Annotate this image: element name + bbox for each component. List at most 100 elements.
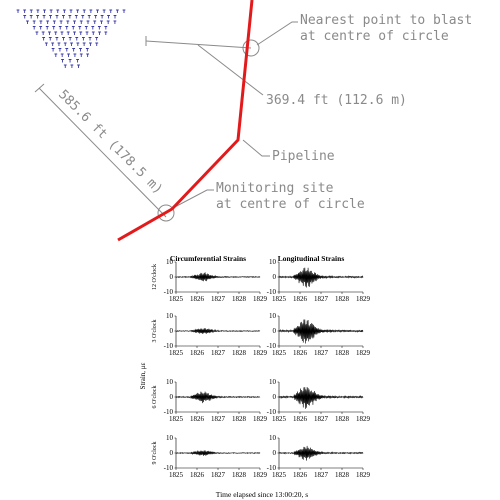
blast-hole-marker (85, 31, 89, 35)
blast-hole-marker (96, 9, 99, 13)
x-tick-label: 1829 (356, 415, 371, 423)
blast-hole-marker (52, 26, 56, 30)
blast-hole-marker (66, 20, 70, 24)
blast-hole-marker (69, 9, 73, 13)
blast-hole-marker (63, 64, 67, 68)
blast-hole-marker (42, 37, 46, 41)
x-tick-label: 1829 (356, 295, 371, 303)
blast-hole-marker (45, 26, 49, 30)
blast-hole-marker (52, 20, 56, 24)
blast-hole-marker (81, 37, 85, 41)
blast-hole-marker (78, 26, 82, 30)
blast-hole-marker (73, 31, 76, 35)
row-label: 6 O'clock (152, 386, 158, 409)
blast-hole-marker (89, 9, 93, 13)
blast-hole-marker (100, 15, 104, 19)
blast-hole-marker (59, 20, 63, 24)
blast-hole-marker (76, 59, 79, 63)
strain-chart-grid: Circumferential Strains Longitudinal Str… (139, 254, 371, 499)
row-label: 9 O'clock (152, 442, 158, 465)
y-tick-label: -10 (267, 342, 277, 350)
x-tick-label: 1828 (335, 349, 350, 357)
blast-hole-marker (106, 20, 110, 24)
x-tick-label: 1828 (335, 415, 350, 423)
blast-hole-marker (32, 26, 36, 30)
y-tick-label: 10 (166, 434, 174, 442)
blast-hole-marker (29, 15, 33, 19)
x-tick-label: 1827 (314, 471, 329, 479)
monitoring-site-label-line1: Monitoring site (216, 181, 334, 196)
blast-hole-marker (57, 42, 61, 46)
y-tick-label: 10 (166, 312, 174, 320)
blast-hole-marker (66, 31, 70, 35)
blast-hole-marker (76, 9, 80, 13)
y-tick-label: -10 (267, 288, 277, 296)
column-title-longitudinal: Longitudinal Strains (278, 254, 345, 263)
blast-hole-marker (74, 15, 78, 19)
y-tick-label: 0 (273, 449, 277, 457)
blast-hole-marker (56, 9, 60, 13)
x-tick-label: 1828 (232, 471, 247, 479)
x-tick-label: 1826 (293, 415, 308, 423)
x-tick-label: 1829 (253, 295, 268, 303)
row-label: 3 O'clock (152, 320, 158, 343)
y-tick-label: 10 (269, 378, 277, 386)
y-tick-label: 10 (269, 312, 277, 320)
blast-hole-marker (58, 26, 62, 30)
blast-hole-marker (98, 31, 101, 35)
y-tick-label: 0 (170, 273, 174, 281)
blast-hole-marker (65, 26, 69, 30)
x-tick-label: 1829 (253, 471, 268, 479)
distance-label-1: 369.4 ft (112.6 m) (266, 93, 407, 108)
blast-hole-marker (79, 20, 83, 24)
blast-hole-marker (49, 15, 52, 19)
blast-hole-marker (62, 37, 65, 41)
x-tick-label: 1829 (253, 415, 268, 423)
blast-hole-marker (76, 42, 80, 46)
blast-hole-marker (82, 9, 86, 13)
y-axis-label: Strain, με (139, 362, 147, 389)
row-label: 12 O'clock (152, 264, 158, 290)
x-tick-label: 1825 (169, 471, 184, 479)
y-tick-label: 0 (273, 393, 277, 401)
x-tick-label: 1825 (272, 415, 287, 423)
blast-hole-marker (75, 37, 79, 41)
blast-hole-marker (61, 59, 64, 63)
blast-hole-marker (43, 9, 46, 13)
blast-hole-marker (115, 9, 119, 13)
x-tick-label: 1828 (335, 295, 350, 303)
x-tick-label: 1825 (169, 415, 184, 423)
blast-hole-marker (44, 42, 48, 46)
x-tick-label: 1825 (169, 349, 184, 357)
blast-hole-marker (79, 31, 83, 35)
strain-waveform (175, 391, 261, 404)
x-tick-label: 1829 (356, 471, 371, 479)
blast-hole-marker (70, 42, 73, 46)
blast-hole-marker (104, 26, 108, 30)
blast-hole-marker (97, 26, 101, 30)
blast-hole-marker (49, 9, 53, 13)
blast-hole-marker (51, 42, 55, 46)
strain-waveform (175, 272, 261, 282)
x-tick-label: 1828 (335, 471, 350, 479)
x-tick-label: 1827 (211, 471, 226, 479)
dimension-tick-2a (34, 83, 45, 93)
pipeline-line (117, 0, 254, 242)
column-title-circumferential: Circumferential Strains (170, 254, 246, 263)
blast-hole-marker (73, 20, 76, 24)
y-tick-label: 0 (273, 273, 277, 281)
blast-hole-marker (68, 59, 72, 63)
blast-hole-marker (104, 31, 108, 35)
monitoring-site-label-line2: at centre of circle (216, 197, 365, 212)
x-tick-label: 1827 (314, 349, 329, 357)
x-tick-label: 1829 (253, 349, 268, 357)
blast-hole-marker (39, 20, 43, 24)
blast-hole-marker (93, 20, 97, 24)
blast-hole-marker (95, 42, 99, 46)
leader-nearest-point (256, 21, 298, 46)
blast-hole-marker (79, 48, 82, 52)
